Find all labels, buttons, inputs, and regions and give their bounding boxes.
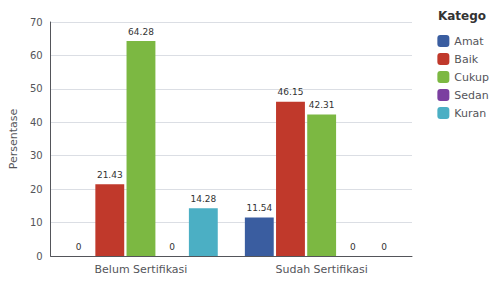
svg-text:0: 0 [76,242,82,252]
svg-text:Katego: Katego [438,9,486,23]
svg-text:20: 20 [30,184,43,195]
svg-text:30: 30 [30,150,43,161]
svg-text:0: 0 [381,242,387,252]
svg-text:Cukup: Cukup [454,71,489,84]
svg-text:0: 0 [350,242,356,252]
svg-text:14.28: 14.28 [190,194,216,204]
svg-text:60: 60 [30,50,43,61]
svg-text:21.43: 21.43 [97,170,123,180]
svg-text:Baik: Baik [454,53,478,66]
svg-text:50: 50 [30,83,43,94]
svg-text:0: 0 [169,242,175,252]
svg-text:Amat: Amat [454,35,484,48]
svg-text:Sudah Sertifikasi: Sudah Sertifikasi [275,263,367,276]
svg-text:Sedan: Sedan [454,89,488,102]
svg-text:42.31: 42.31 [309,100,335,110]
svg-text:10: 10 [30,217,43,228]
svg-text:Kuran: Kuran [454,107,486,120]
svg-text:Persentase: Persentase [7,108,20,169]
svg-text:0: 0 [36,251,42,262]
svg-text:70: 70 [30,17,43,28]
svg-text:46.15: 46.15 [278,87,304,97]
svg-text:40: 40 [30,117,43,128]
svg-text:Belum Sertifikasi: Belum Sertifikasi [95,263,188,276]
svg-text:64.28: 64.28 [128,27,154,37]
svg-text:11.54: 11.54 [246,203,272,213]
